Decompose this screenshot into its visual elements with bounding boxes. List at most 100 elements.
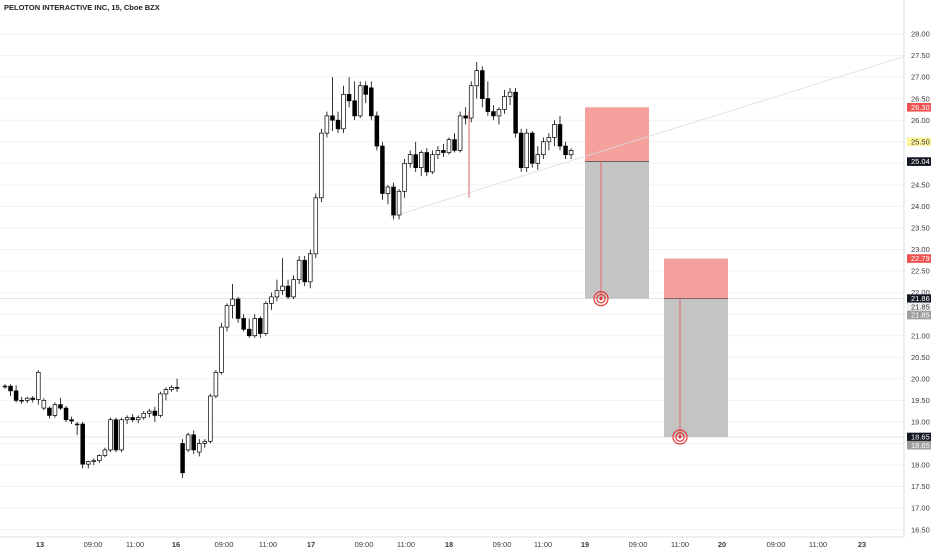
candle-body bbox=[452, 139, 457, 151]
candle-body bbox=[385, 186, 391, 194]
candle-body bbox=[8, 385, 13, 392]
target-marker-center bbox=[678, 435, 682, 439]
candle-body bbox=[102, 449, 108, 456]
candle-body bbox=[13, 390, 19, 401]
candle-body bbox=[335, 119, 341, 130]
candle-body bbox=[158, 393, 163, 416]
time-tick-label: 09:00 bbox=[215, 540, 234, 549]
time-tick-label: 17 bbox=[307, 540, 315, 549]
profit-target-zone[interactable] bbox=[585, 161, 649, 299]
price-label-box bbox=[907, 302, 931, 312]
time-tick-label: 23 bbox=[858, 540, 866, 549]
price-tick-label: 26.50 bbox=[911, 94, 930, 103]
target-marker-outer bbox=[593, 291, 609, 307]
time-tick-label: 09:00 bbox=[767, 540, 786, 549]
time-tick-label: 16 bbox=[172, 540, 180, 549]
candle-body bbox=[513, 91, 518, 134]
price-tick-label: 20.00 bbox=[911, 374, 930, 383]
candle-body bbox=[263, 303, 269, 334]
candle-body bbox=[246, 328, 252, 337]
candle-body bbox=[135, 417, 141, 421]
target-markers bbox=[593, 291, 688, 445]
candle-body bbox=[41, 400, 47, 409]
trendline[interactable] bbox=[390, 56, 905, 218]
candle-body bbox=[208, 395, 213, 442]
price-tick-label: 19.50 bbox=[911, 396, 930, 405]
time-tick-label: 09:00 bbox=[493, 540, 512, 549]
candle-body bbox=[435, 150, 441, 156]
candle-body bbox=[2, 385, 8, 388]
candle-body bbox=[308, 253, 313, 283]
candle-body bbox=[230, 298, 235, 306]
candle-body bbox=[563, 145, 568, 156]
candle-body bbox=[30, 397, 36, 400]
candle-body bbox=[380, 145, 385, 194]
candle-body bbox=[52, 404, 58, 416]
candle-body bbox=[529, 132, 535, 164]
price-tick-label: 26.00 bbox=[911, 116, 930, 125]
price-label-box bbox=[907, 310, 931, 320]
candle-body bbox=[480, 70, 485, 100]
time-tick-label: 11:00 bbox=[809, 540, 827, 549]
candle-body bbox=[296, 259, 302, 281]
position-tools[interactable] bbox=[585, 107, 728, 437]
candle-body bbox=[324, 115, 330, 134]
time-tick-label: 11:00 bbox=[126, 540, 144, 549]
candle-body bbox=[36, 371, 41, 400]
time-tick-label: 11:00 bbox=[671, 540, 689, 549]
time-tick-label: 09:00 bbox=[355, 540, 374, 549]
candle-body bbox=[124, 417, 130, 421]
candle-body bbox=[152, 410, 158, 416]
candle-body bbox=[280, 285, 285, 291]
target-marker-outer bbox=[672, 429, 688, 445]
price-tick-label: 28.00 bbox=[911, 30, 930, 39]
price-tick-label: 16.50 bbox=[911, 525, 930, 534]
chart-title: PELOTON INTERACTIVE INC, 15, Cboe BZX bbox=[4, 3, 160, 12]
target-marker-middle bbox=[675, 432, 685, 442]
price-label-box bbox=[907, 102, 931, 112]
price-tick-label: 22.00 bbox=[911, 288, 930, 297]
price-tick-label: 20.50 bbox=[911, 353, 930, 362]
candle-body bbox=[535, 154, 541, 164]
candle-body bbox=[502, 96, 507, 110]
trendline-layer[interactable] bbox=[390, 56, 905, 218]
horizontal-lines bbox=[0, 298, 904, 438]
candle-body bbox=[430, 154, 435, 173]
price-label-text: 18.65 bbox=[911, 433, 930, 442]
candle-body bbox=[357, 85, 363, 117]
candle-body bbox=[568, 150, 574, 156]
price-label-box bbox=[907, 440, 931, 450]
candle-body bbox=[457, 115, 463, 151]
time-axis[interactable]: 13 09:00 11:00 16 09:00 11:00 17 09:00 11:00 18 09… bbox=[0, 536, 904, 549]
candle-body bbox=[396, 190, 402, 216]
price-label-text: 21.86 bbox=[911, 294, 930, 303]
time-tick-label: 13 bbox=[36, 540, 44, 549]
candle-body bbox=[119, 419, 124, 451]
candle-body bbox=[130, 417, 135, 421]
price-tick-label: 18.00 bbox=[911, 461, 930, 470]
candle-body bbox=[163, 389, 169, 395]
time-tick-label: 09:00 bbox=[84, 540, 103, 549]
price-label-text: 25.50 bbox=[911, 137, 930, 146]
candle-body bbox=[468, 85, 474, 119]
target-marker-middle bbox=[596, 293, 606, 304]
grid bbox=[0, 33, 904, 531]
candle-body bbox=[557, 124, 563, 147]
target-marker-center bbox=[599, 297, 603, 301]
candle-body bbox=[546, 137, 552, 143]
candle-body bbox=[274, 290, 280, 298]
price-axis[interactable]: 16.5017.0017.5018.0018.5019.0019.5020.00… bbox=[903, 0, 931, 537]
price-label-text: 21.85 bbox=[911, 302, 930, 311]
candle-body bbox=[391, 186, 396, 216]
time-tick-label: 20 bbox=[718, 540, 726, 549]
candle-body bbox=[108, 419, 113, 451]
candle-body bbox=[485, 98, 491, 112]
candle-body bbox=[63, 407, 69, 421]
profit-target-zone[interactable] bbox=[664, 298, 728, 437]
candle-body bbox=[269, 296, 274, 304]
stop-loss-zone[interactable] bbox=[664, 258, 728, 299]
stop-loss-zone[interactable] bbox=[585, 107, 649, 162]
candle-body bbox=[524, 132, 529, 168]
candle-body bbox=[413, 154, 418, 168]
